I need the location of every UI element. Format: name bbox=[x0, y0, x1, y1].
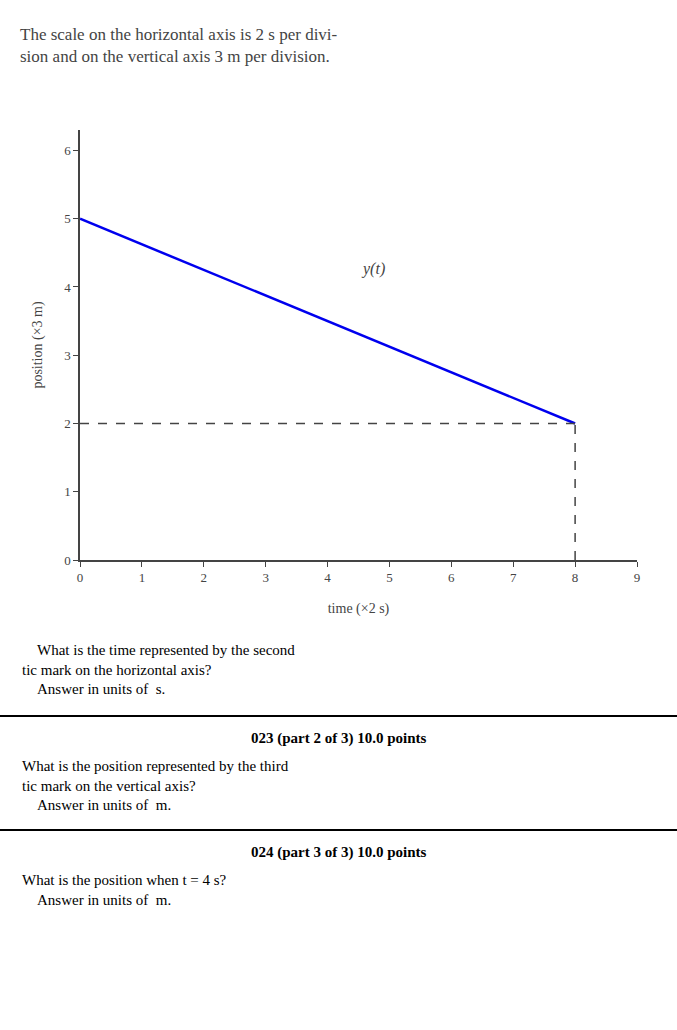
svg-text:0: 0 bbox=[64, 553, 71, 568]
svg-text:What is the position represent: What is the position represented by the … bbox=[22, 758, 289, 813]
svg-text:time (×2 s): time (×2 s) bbox=[328, 601, 390, 617]
svg-text:023 (part 2 of 3) 10.0 points: 023 (part 2 of 3) 10.0 points bbox=[251, 730, 427, 747]
svg-text:6: 6 bbox=[64, 143, 71, 158]
svg-text:3: 3 bbox=[262, 570, 269, 585]
svg-text:4: 4 bbox=[324, 570, 331, 585]
svg-text:5: 5 bbox=[386, 570, 393, 585]
svg-text:What is the position when t =: What is the position when t = 4 s? Answe… bbox=[22, 872, 227, 908]
svg-text:What is the time represented b: What is the time represented by the seco… bbox=[22, 642, 295, 697]
svg-text:2: 2 bbox=[64, 416, 71, 431]
svg-text:0: 0 bbox=[77, 570, 84, 585]
svg-text:6: 6 bbox=[448, 570, 455, 585]
svg-text:9: 9 bbox=[634, 570, 641, 585]
svg-text:position (×3 m): position (×3 m) bbox=[30, 301, 46, 389]
svg-text:5: 5 bbox=[64, 211, 71, 226]
svg-text:1: 1 bbox=[64, 484, 71, 499]
svg-text:1: 1 bbox=[139, 570, 146, 585]
svg-text:024 (part 3 of 3) 10.0 points: 024 (part 3 of 3) 10.0 points bbox=[251, 844, 427, 861]
svg-text:4: 4 bbox=[64, 280, 71, 295]
svg-text:2: 2 bbox=[201, 570, 208, 585]
svg-text:The scale on the horizontal ax: The scale on the horizontal axis is 2 s … bbox=[20, 25, 338, 66]
svg-text:7: 7 bbox=[510, 570, 517, 585]
svg-text:3: 3 bbox=[64, 348, 71, 363]
svg-text:y(t): y(t) bbox=[361, 260, 385, 278]
svg-text:8: 8 bbox=[572, 570, 579, 585]
